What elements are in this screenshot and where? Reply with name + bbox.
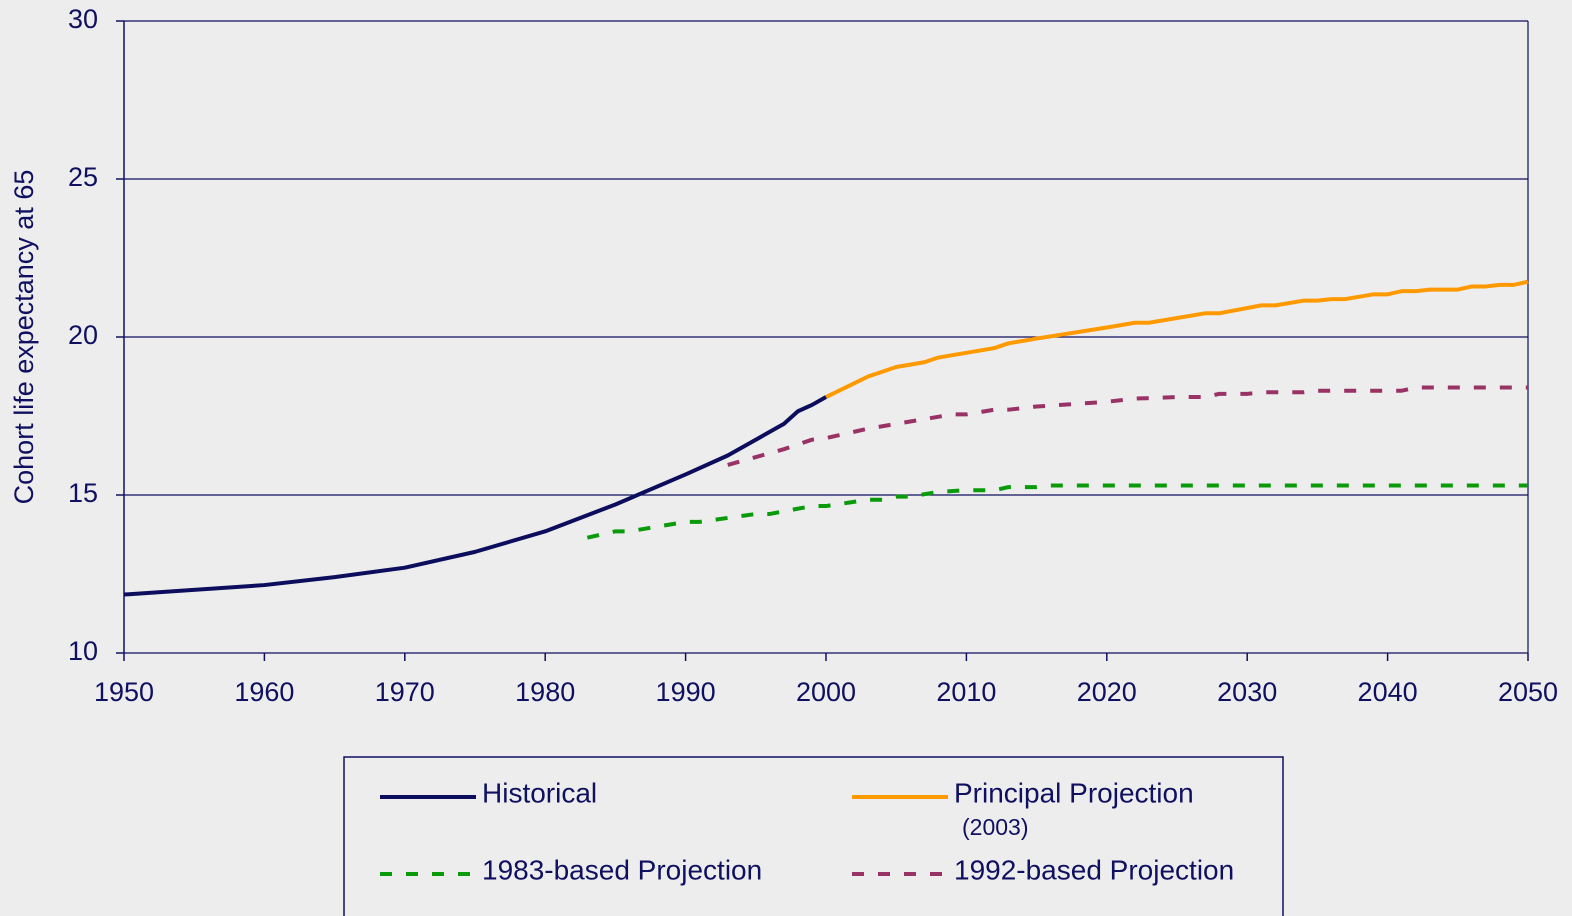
x-tick-label: 2050 (1498, 677, 1558, 707)
x-tick-label: 2020 (1077, 677, 1137, 707)
series-line (727, 385, 1528, 467)
x-tick-label: 2000 (796, 677, 856, 707)
legend-note: (2003) (962, 814, 1028, 840)
legend-label: 1992-based Projection (954, 854, 1234, 885)
y-tick-label: 10 (68, 636, 98, 666)
legend-label: 1983-based Projection (482, 854, 762, 885)
legend-box (343, 756, 1284, 916)
x-tick-label: 1960 (234, 677, 294, 707)
x-tick-label: 1950 (94, 677, 154, 707)
x-tick-label: 1980 (515, 677, 575, 707)
x-tick-label: 1990 (656, 677, 716, 707)
series-line (123, 395, 827, 597)
y-tick-label: 30 (68, 4, 98, 34)
legend-label: Principal Projection (954, 777, 1194, 808)
x-tick-label: 2010 (936, 677, 996, 707)
legend-label: Historical (482, 777, 597, 808)
x-tick-label: 1970 (375, 677, 435, 707)
x-tick-label: 2030 (1217, 677, 1277, 707)
series-line (586, 483, 1528, 540)
y-axis-label: Cohort life expectancy at 65 (9, 170, 39, 505)
y-tick-label: 15 (68, 478, 98, 508)
series-line (825, 279, 1529, 399)
y-tick-label: 20 (68, 320, 98, 350)
x-tick-label: 2040 (1358, 677, 1418, 707)
y-tick-label: 25 (68, 162, 98, 192)
